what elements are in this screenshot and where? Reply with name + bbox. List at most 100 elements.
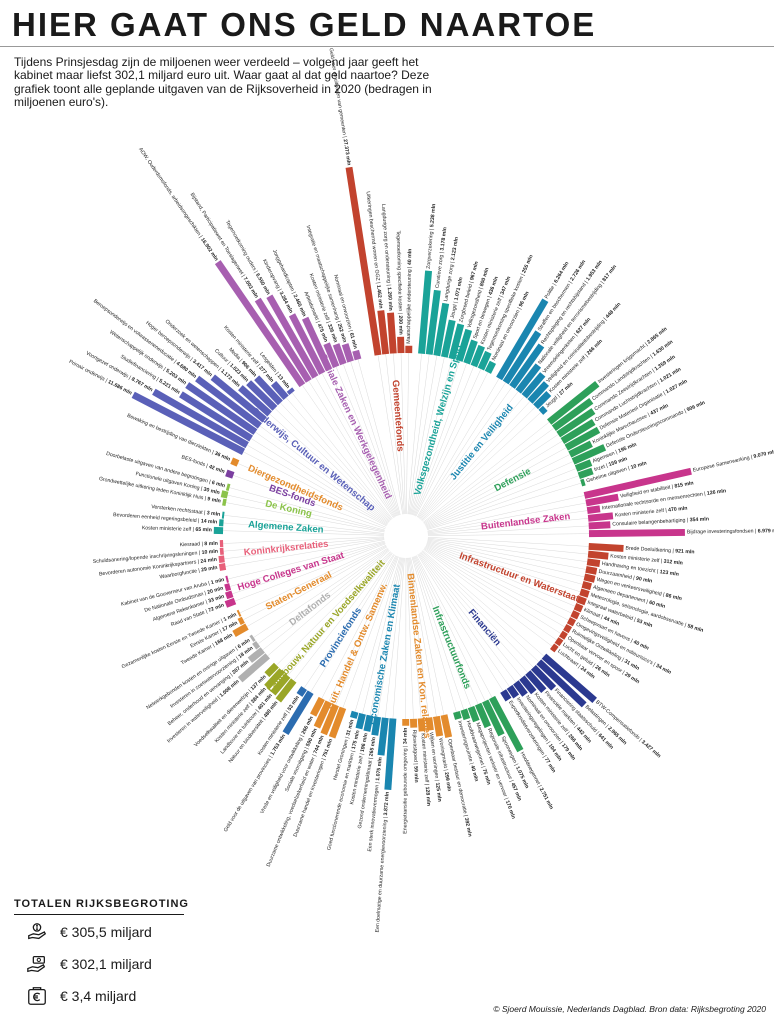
bar-landbouw-natuur-en-voedselkwaliteit-3 [264, 662, 279, 678]
bar-financi-n-5 [513, 680, 528, 697]
bar-hoge-colleges-van-staat-1 [225, 590, 234, 600]
connector-line [321, 373, 397, 517]
connector-line [423, 428, 554, 524]
bar-hoge-colleges-van-staat-0 [224, 597, 237, 608]
segment-label: AOW, Ouderdomsfonds, arbeidsongeschikten… [137, 147, 219, 262]
connector-line [418, 386, 513, 519]
source-credit: © Sjoerd Mouissie, Nederlands Dagblad. B… [493, 1004, 766, 1014]
bar-landbouw-natuur-en-voedselkwaliteit-0 [275, 678, 297, 703]
connector-line [420, 396, 525, 520]
bar-defensie-9 [580, 478, 586, 487]
connector-line [427, 538, 588, 562]
bar-justitie-en-veiligheid-6 [533, 391, 552, 410]
connector-line [223, 522, 385, 535]
connector-line [226, 502, 385, 533]
bar-buitenlandse-zaken-0 [583, 467, 692, 499]
bar-gemeentefonds-1 [377, 310, 390, 355]
connector-line [257, 548, 389, 644]
connector-line [413, 363, 467, 516]
connector-line [274, 408, 391, 521]
bar-gemeentefonds-2 [387, 312, 397, 354]
connector-line [413, 556, 472, 708]
category-label: Defensie [493, 466, 533, 494]
connector-line [427, 525, 589, 535]
connector-line [280, 402, 392, 521]
bar-deltafonds-2 [252, 640, 261, 650]
connector-line [303, 554, 394, 689]
connector-line [425, 545, 569, 621]
connector-line [328, 555, 397, 702]
connector-line [424, 440, 563, 525]
connector-line [227, 494, 385, 532]
connector-line [425, 545, 572, 614]
connector-line [407, 557, 422, 719]
connector-line [412, 360, 460, 516]
bar-deltafonds-3 [249, 634, 256, 642]
connector-line [262, 549, 389, 651]
connector-line [229, 487, 385, 531]
page-subtitle: Tijdens Prinsjesdag zijn de miljoenen we… [14, 55, 432, 110]
bar-sociale-zaken-en-werkgelegenheid-6 [332, 343, 347, 366]
page-title: HIER GAAT ONS GELD NAARTOE [12, 6, 597, 43]
bar-infrastructuur-en-waterstaat-7 [576, 595, 587, 606]
connector-line [417, 554, 504, 692]
connector-line [269, 413, 390, 522]
connector-line [427, 537, 589, 555]
connector-line [427, 518, 589, 535]
bar-buitenlandse-zaken-5 [588, 528, 685, 538]
bar-justitie-en-veiligheid-5 [527, 381, 549, 404]
connector-line [427, 533, 589, 536]
bar-defensie-2 [556, 408, 596, 438]
connector-line [237, 463, 386, 528]
money-hand-icon [28, 922, 47, 939]
connector-line [255, 431, 389, 524]
bar-financi-n-4 [519, 675, 537, 695]
connector-line [427, 541, 583, 585]
connector-line [228, 540, 385, 580]
bar-onderwijs-cultuur-en-wetenschap-9 [270, 381, 289, 401]
segment-label: Kosten ministerie zelf | 470 mln [615, 506, 688, 519]
segment-label: Tegemoetkoming specifieke kosten | 200 m… [394, 231, 403, 335]
connector-line [302, 385, 394, 518]
connector-line [426, 544, 576, 607]
connector-line [259, 425, 389, 523]
bar-sociale-zaken-en-werkgelegenheid-4 [301, 316, 333, 372]
connector-line [426, 461, 574, 528]
bar-infrastructuurfonds-3 [467, 705, 480, 723]
bar-volksgezondheid-welzijn-en-sport-4 [448, 323, 465, 360]
bar-deltafonds-1 [247, 647, 265, 663]
bar-de-koning-1 [220, 490, 229, 499]
bar-volksgezondheid-welzijn-en-sport-3 [440, 319, 456, 358]
connector-line [417, 378, 500, 518]
connector-line [377, 557, 403, 717]
bar-onderwijs-cultuur-en-wetenschap-7 [246, 380, 278, 411]
connector-line [427, 539, 586, 570]
connector-line [224, 515, 385, 534]
connector-line [407, 353, 422, 515]
connector-line [243, 451, 387, 527]
bar-sociale-zaken-en-werkgelegenheid-8 [352, 349, 362, 361]
connector-line [425, 447, 567, 526]
bar-financi-n-2 [530, 664, 557, 691]
category-label: Justitie en Veiligheid [448, 402, 516, 482]
bar-defensie-5 [568, 440, 593, 458]
bar-de-koning-0 [222, 498, 227, 507]
connector-line [409, 355, 438, 515]
connector-line [328, 369, 397, 517]
total-row-income: € 305,5 miljard [14, 916, 184, 947]
bar-infrastructuurfonds-5 [453, 710, 462, 720]
category-label: Koninkrijksrelaties [243, 539, 329, 559]
category-label: Binnenlandse Zaken en Kon. relaties [404, 573, 432, 739]
connector-line [393, 353, 405, 515]
category-label: Algemene Zaken [248, 519, 324, 535]
connector-line [291, 392, 393, 519]
category-label: Gemeentefonds [390, 380, 406, 452]
connector-line [427, 540, 585, 578]
bar-deltafonds-0 [237, 653, 270, 683]
connector-line [413, 365, 474, 516]
connector-line [223, 537, 385, 552]
bar-volksgezondheid-welzijn-en-sport-7 [470, 344, 485, 368]
segment-label: Curatieve zorg | 3.178 mln [435, 227, 449, 289]
bar-economische-zaken-en-klimaat-3 [363, 714, 374, 732]
connector-line [385, 354, 404, 515]
